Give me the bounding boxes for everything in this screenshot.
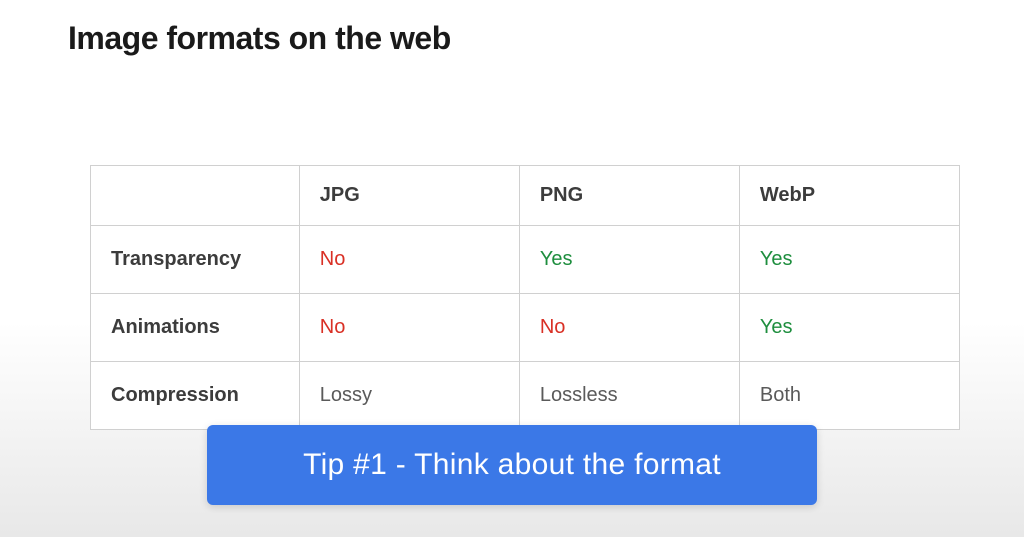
- table-header-row: JPG PNG WebP: [91, 166, 960, 226]
- table-row: Animations No No Yes: [91, 294, 960, 362]
- cell-animations-jpg: No: [299, 294, 519, 362]
- row-label-compression: Compression: [91, 362, 300, 430]
- tip-banner: Tip #1 - Think about the format: [207, 425, 817, 505]
- format-table: JPG PNG WebP Transparency No Yes Yes Ani…: [90, 165, 960, 430]
- cell-transparency-png: Yes: [519, 226, 739, 294]
- row-label-transparency: Transparency: [91, 226, 300, 294]
- table-header-webp: WebP: [739, 166, 959, 226]
- format-table-container: JPG PNG WebP Transparency No Yes Yes Ani…: [90, 165, 960, 430]
- cell-compression-webp: Both: [739, 362, 959, 430]
- table-header-empty: [91, 166, 300, 226]
- cell-animations-webp: Yes: [739, 294, 959, 362]
- table-header-png: PNG: [519, 166, 739, 226]
- row-label-animations: Animations: [91, 294, 300, 362]
- cell-compression-jpg: Lossy: [299, 362, 519, 430]
- cell-animations-png: No: [519, 294, 739, 362]
- table-row: Compression Lossy Lossless Both: [91, 362, 960, 430]
- page-title: Image formats on the web: [68, 20, 451, 57]
- cell-compression-png: Lossless: [519, 362, 739, 430]
- table-row: Transparency No Yes Yes: [91, 226, 960, 294]
- table-header-jpg: JPG: [299, 166, 519, 226]
- cell-transparency-jpg: No: [299, 226, 519, 294]
- cell-transparency-webp: Yes: [739, 226, 959, 294]
- tip-text: Tip #1 - Think about the format: [303, 448, 721, 482]
